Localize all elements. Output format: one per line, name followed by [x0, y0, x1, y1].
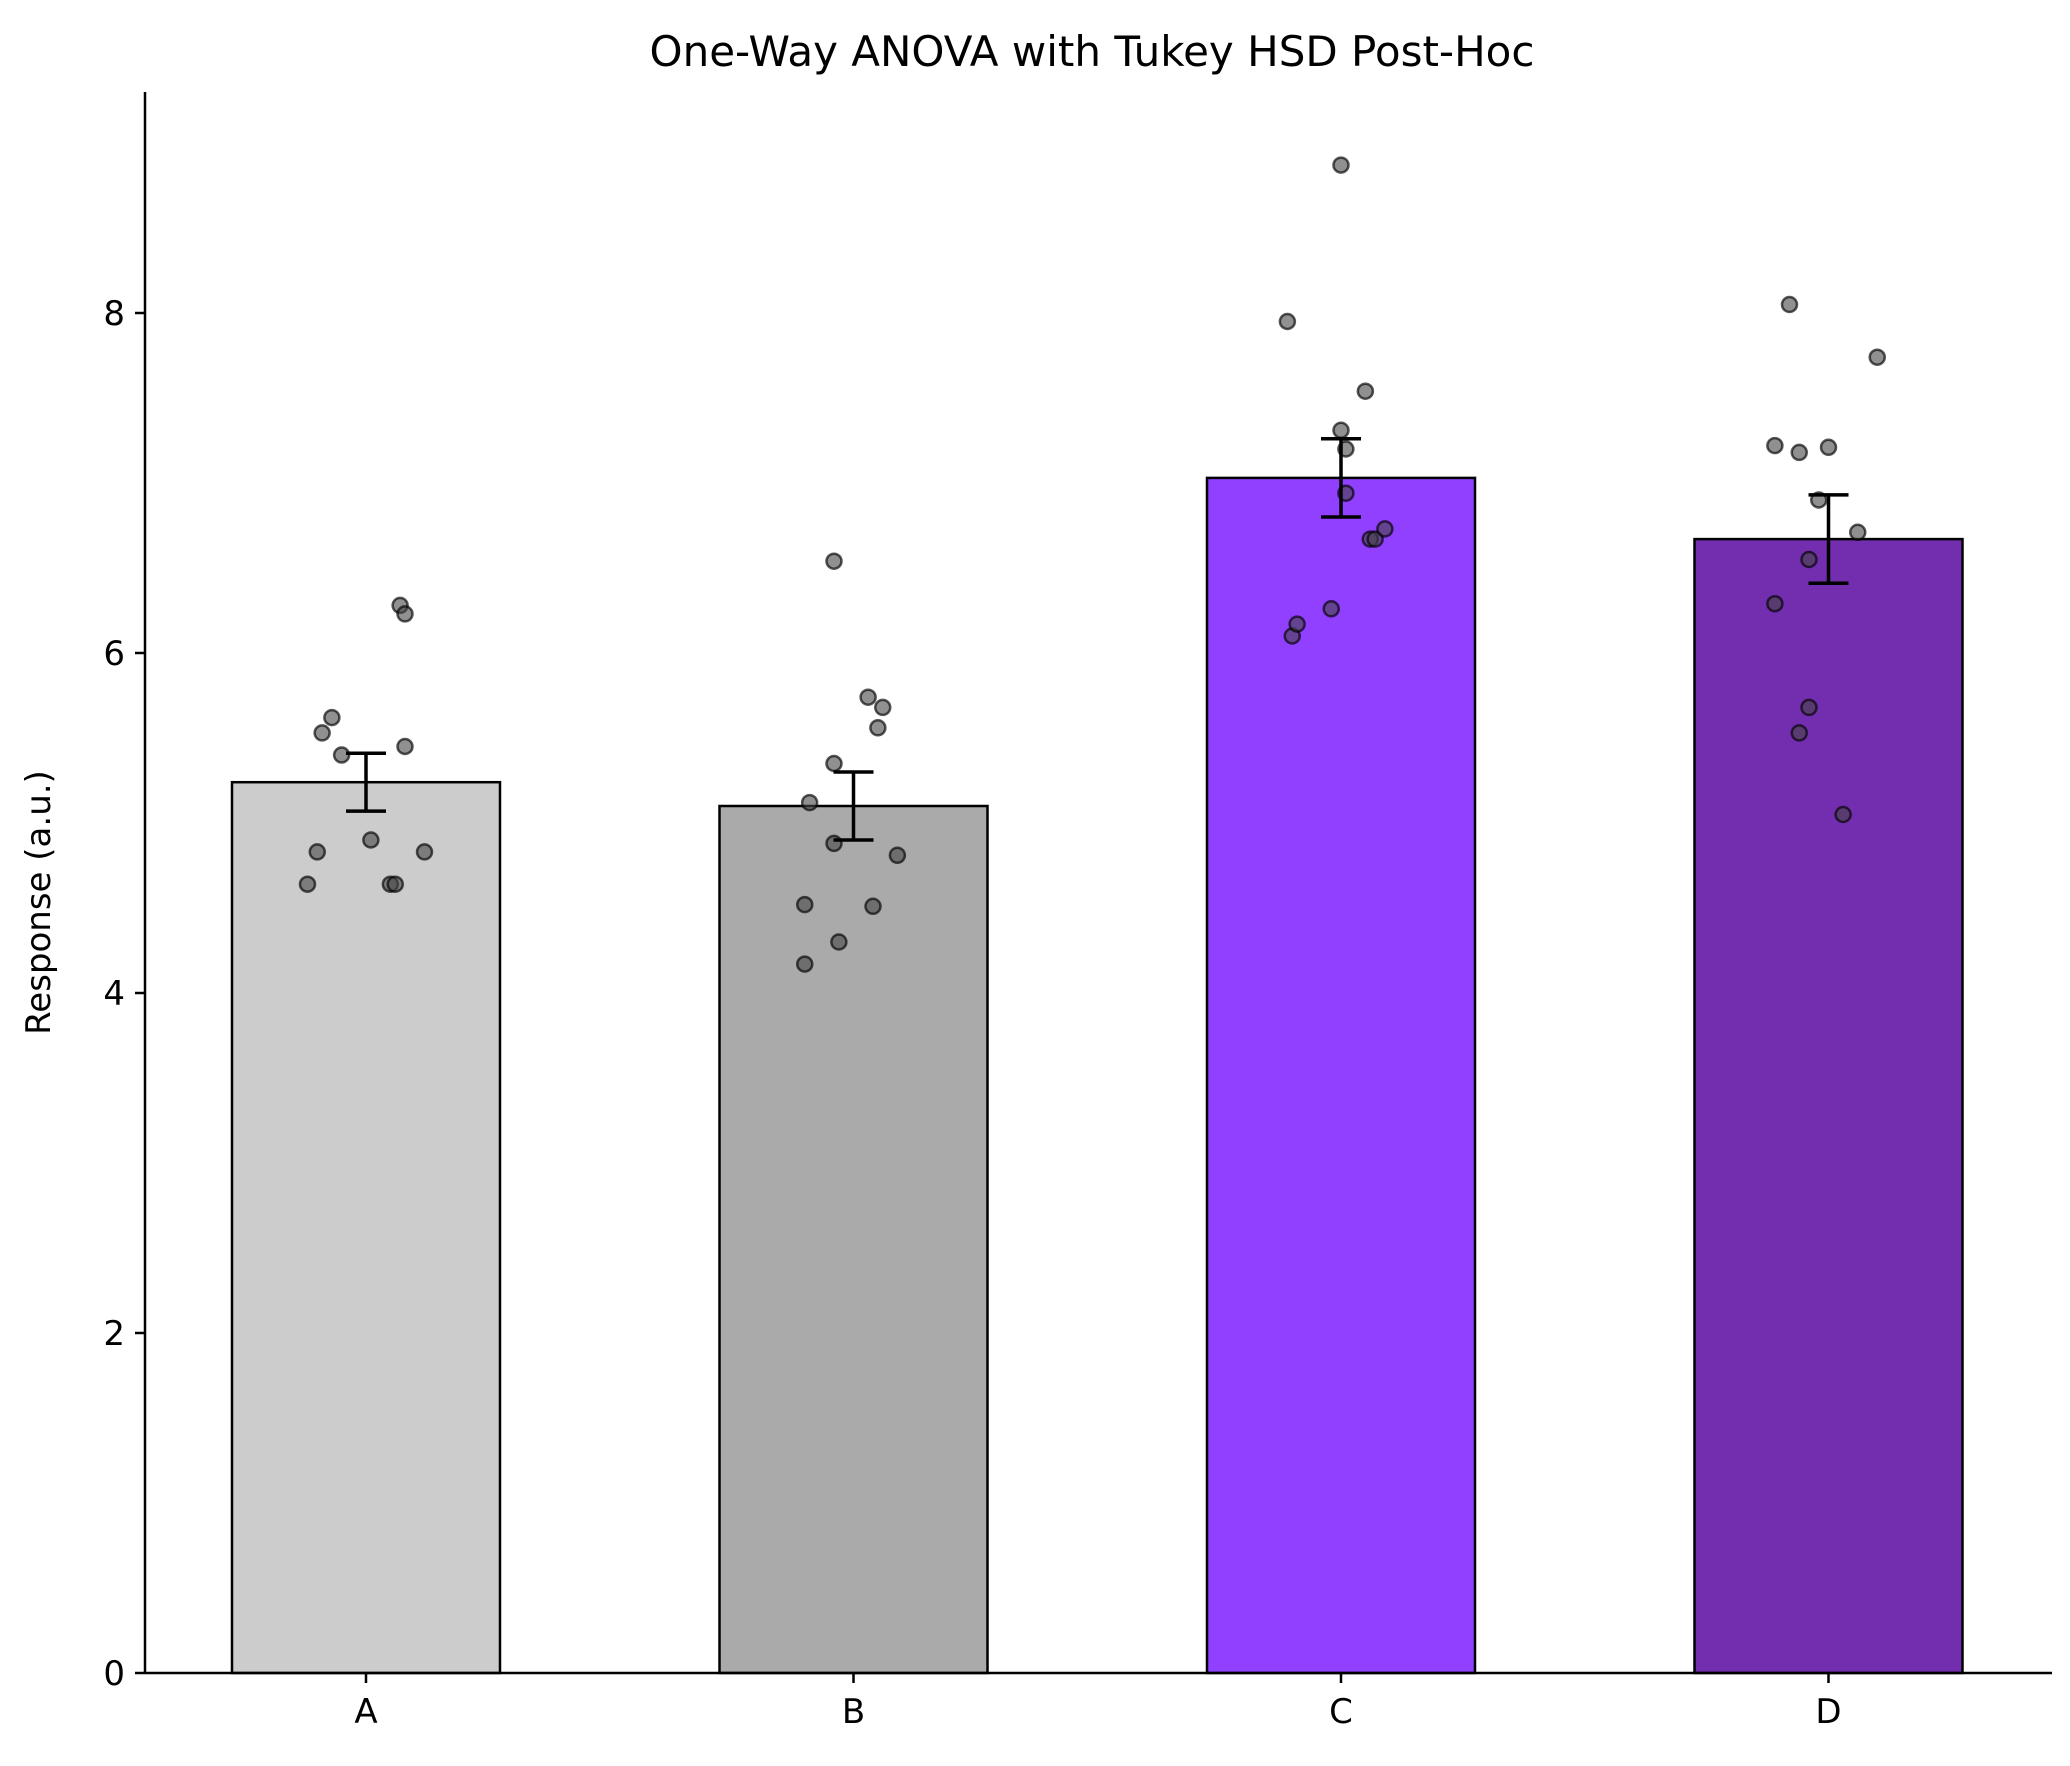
x-tick-label-d: D: [1815, 1692, 1841, 1732]
data-point-a-4: [323, 708, 341, 727]
data-point-a-8: [386, 875, 404, 893]
error-bar-c: [1321, 437, 1361, 519]
data-point-c-5: [1332, 156, 1350, 174]
y-axis-label: Response (a.u.): [19, 770, 59, 1035]
x-tick-label-b: B: [842, 1692, 865, 1732]
data-point-d-1: [1766, 436, 1784, 455]
error-bar-d: [1808, 493, 1849, 586]
data-point-c-3: [1288, 615, 1306, 633]
data-point-b-5: [825, 754, 843, 773]
data-point-d-9: [1819, 438, 1838, 457]
data-point-c-1: [1278, 312, 1297, 331]
data-point-d-10: [1834, 805, 1852, 824]
data-point-c-4: [1322, 600, 1340, 618]
y-tick-label: 0: [103, 1654, 125, 1694]
error-bars-layer: [346, 437, 1849, 842]
data-point-a-2: [308, 843, 326, 861]
data-point-b-4: [825, 552, 843, 570]
data-point-b-12: [888, 846, 907, 865]
data-point-d-2: [1766, 594, 1784, 613]
x-tick-label-a: A: [354, 1692, 377, 1732]
data-point-d-12: [1868, 348, 1886, 366]
data-point-b-6: [825, 834, 843, 853]
y-tick-label: 2: [103, 1314, 125, 1354]
points-layer: [298, 156, 1886, 973]
data-point-a-10: [396, 605, 414, 623]
data-point-b-11: [874, 698, 892, 717]
data-point-d-11: [1849, 523, 1867, 542]
error-bar-b: [833, 770, 874, 842]
bar-c: [1205, 476, 1477, 1675]
data-point-b-2: [796, 955, 814, 973]
data-point-d-3: [1780, 295, 1799, 314]
data-point-b-8: [859, 688, 877, 706]
data-point-a-12: [415, 843, 434, 861]
y-tick-label: 4: [103, 974, 125, 1014]
y-tick-label: 8: [103, 294, 125, 334]
chart-title: One-Way ANOVA with Tukey HSD Post-Hoc: [650, 27, 1535, 76]
bars-layer: [230, 476, 1964, 1675]
data-point-a-1: [298, 875, 317, 893]
bar-b: [718, 804, 989, 1675]
y-tick-label: 6: [103, 634, 125, 674]
x-ticks: A B C D: [354, 1673, 1842, 1732]
bar-d: [1693, 537, 1964, 1675]
data-point-d-6: [1800, 550, 1818, 569]
data-point-b-3: [800, 793, 819, 812]
data-point-b-9: [864, 897, 882, 916]
axes-layer: [143, 92, 2052, 1675]
y-ticks: 0 2 4 6 8: [103, 294, 145, 1694]
data-point-c-11: [1366, 530, 1384, 548]
data-point-c-12: [1376, 520, 1394, 538]
data-point-d-7: [1800, 698, 1818, 717]
bar-a: [230, 780, 502, 1675]
data-point-c-6: [1332, 421, 1350, 440]
data-point-d-4: [1790, 443, 1808, 462]
data-point-b-10: [869, 719, 887, 737]
data-point-b-1: [796, 895, 814, 914]
data-point-d-5: [1790, 724, 1808, 742]
data-point-a-6: [362, 831, 380, 849]
data-point-a-3: [313, 724, 331, 742]
data-point-a-11: [396, 737, 414, 756]
data-point-b-7: [830, 933, 848, 951]
data-point-c-9: [1356, 382, 1375, 400]
x-tick-label-c: C: [1329, 1692, 1353, 1732]
error-bar-a: [346, 751, 386, 813]
